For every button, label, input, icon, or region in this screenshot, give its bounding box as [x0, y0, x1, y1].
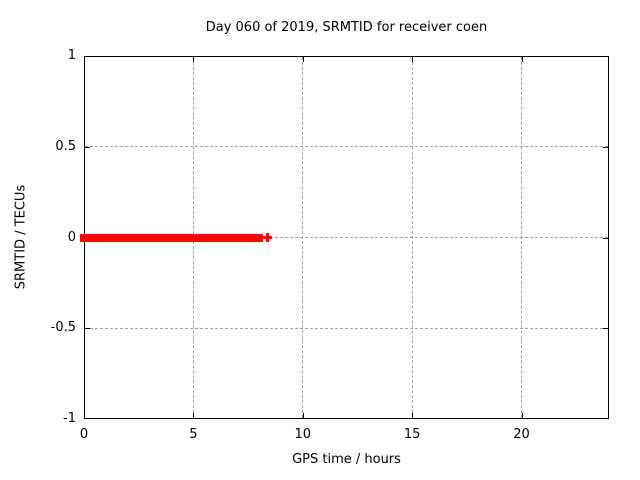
chart-title: Day 060 of 2019, SRMTID for receiver coe… — [205, 20, 488, 35]
x-tick-top-15 — [412, 57, 414, 62]
x-tick-top-20 — [521, 57, 523, 62]
y-tick-label-0: 0 — [67, 229, 76, 245]
x-tick-bottom-5 — [193, 413, 195, 418]
y-tick-right-0.5 — [603, 146, 608, 148]
y-tick-right-0 — [603, 237, 608, 239]
x-tick-bottom-10 — [302, 413, 304, 418]
x-tick-top-5 — [193, 57, 195, 62]
y-tick-left--0.5 — [85, 328, 90, 330]
y-gridline-0 — [85, 237, 608, 238]
x-tick-label-0: 0 — [79, 427, 89, 442]
x-tick-label-20: 20 — [513, 427, 530, 442]
x-tick-bottom-15 — [412, 413, 414, 418]
x-tick-bottom-20 — [521, 413, 523, 418]
x-tick-label-15: 15 — [403, 427, 421, 442]
x-tick-top-10 — [302, 57, 304, 62]
y-tick-label--1: -1 — [63, 411, 76, 426]
y-tick-label--0.5: -0.5 — [50, 320, 76, 336]
y-tick-label-0.5: 0.5 — [55, 138, 76, 154]
data-series-segment — [80, 233, 264, 242]
y-tick-right--0.5 — [603, 328, 608, 330]
plus-marker-vertical-stroke — [266, 233, 270, 242]
x-tick-label-5: 5 — [189, 427, 198, 442]
y-tick-left-0.5 — [85, 146, 90, 148]
y-gridline-0.5 — [85, 146, 608, 148]
y-gridline--0.5 — [85, 327, 608, 329]
data-point-marker — [263, 233, 273, 242]
x-tick-label-10: 10 — [294, 427, 312, 442]
y-tick-label-1: 1 — [67, 48, 76, 63]
x-axis-label: GPS time / hours — [292, 452, 401, 467]
